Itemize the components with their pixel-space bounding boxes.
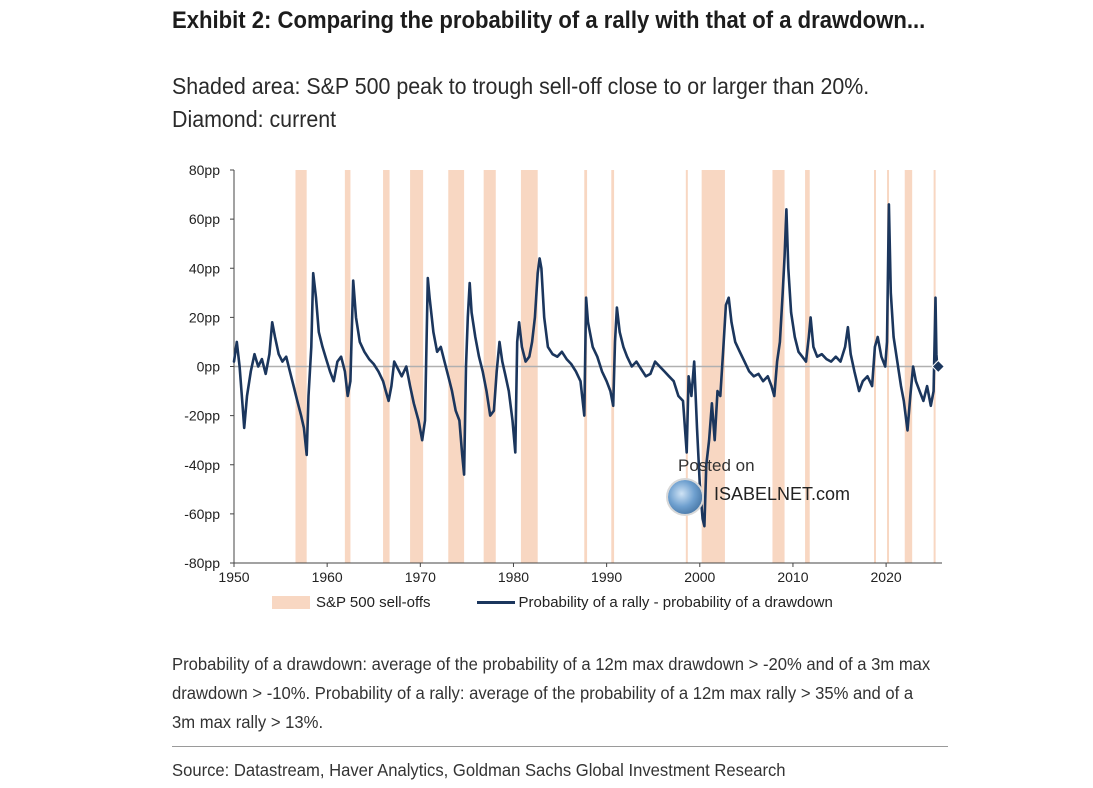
current-diamond-marker [931, 359, 945, 374]
x-tick-label-6: 2010 [777, 569, 808, 585]
y-tick-label-6: 40pp [189, 260, 220, 276]
y-tick-label-0: -80pp [184, 555, 220, 571]
y-tick-label-5: 20pp [189, 309, 220, 325]
x-tick-label-5: 2000 [684, 569, 715, 585]
legend-label-spread: Probability of a rally - probability of … [518, 593, 833, 611]
chart-subtitle: Shaded area: S&P 500 peak to trough sell… [172, 73, 870, 132]
x-tick-label-3: 1980 [498, 569, 529, 585]
legend-swatch-spread [476, 600, 515, 604]
y-tick-label-3: -20pp [184, 408, 220, 424]
legend-item-selloffs: S&P 500 sell-offs [272, 594, 431, 611]
watermark-posted: Posted on [678, 456, 755, 475]
x-tick-label-2: 1970 [405, 569, 436, 585]
chart-title: Exhibit 2: Comparing the probability of … [172, 7, 926, 34]
y-tick-label-2: -40pp [184, 457, 220, 473]
x-tick-label-0: 1950 [218, 569, 249, 585]
chart-source: Source: Datastream, Haver Analytics, Gol… [172, 760, 786, 780]
chart-note: Probability of a drawdown: average of th… [172, 654, 931, 732]
watermark: Posted on ISABELNET.com [668, 456, 888, 520]
y-tick-label-1: -60pp [184, 506, 220, 522]
x-tick-label-1: 1960 [312, 569, 343, 585]
legend-item-spread: Probability of a rally - probability of … [476, 593, 833, 611]
y-tick-label-4: 0pp [197, 359, 221, 375]
legend: S&P 500 sell-offs Probability of a rally… [272, 592, 833, 612]
x-tick-label-4: 1990 [591, 569, 622, 585]
series-line-0 [232, 203, 939, 528]
divider [172, 746, 948, 747]
x-tick-label-7: 2020 [871, 569, 902, 585]
y-tick-label-8: 80pp [189, 162, 220, 178]
chart-svg: -80pp -60pp -40pp -20pp 0pp 20pp 40pp 60pp 80pp 1… [184, 162, 945, 585]
legend-label-selloffs: S&P 500 sell-offs [316, 593, 431, 611]
legend-swatch-selloffs [272, 595, 310, 609]
y-tick-label-7: 60pp [189, 211, 220, 227]
isabelnet-logo-icon [668, 480, 702, 514]
watermark-site: ISABELNET.com [714, 484, 851, 504]
